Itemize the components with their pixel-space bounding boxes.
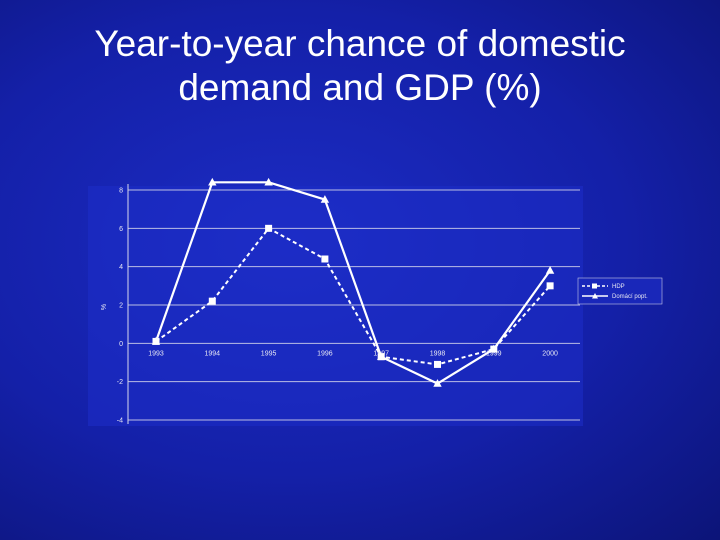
series-lines [151, 177, 555, 387]
data-point-triangle [264, 177, 273, 186]
x-tick-label: 1999 [486, 350, 502, 357]
data-point-triangle [320, 195, 330, 203]
data-point-triangle [151, 336, 161, 345]
legend-marker-triangle [592, 293, 598, 299]
legend-entry-2: Domácí popt. [612, 294, 648, 300]
x-tick-label: 2000 [542, 350, 558, 357]
x-tick-label: 1994 [205, 350, 221, 357]
data-point-triangle [208, 177, 217, 186]
data-point-triangle [545, 266, 555, 274]
y-tick-label: 0 [119, 341, 123, 348]
y-tick-label: 6 [119, 226, 123, 233]
series-line-1 [155, 227, 551, 366]
x-tick-label: 1995 [261, 350, 277, 357]
x-tick-label: 1996 [317, 350, 333, 357]
legend-entry-1: HDP [612, 284, 625, 290]
data-point-triangle [489, 344, 498, 353]
slide-title-line-1: Year-to-year chance of domestic [94, 23, 626, 64]
data-point-square [208, 297, 216, 305]
x-tick-label: 1993 [148, 350, 164, 357]
y-tick-label: 8 [119, 188, 123, 195]
data-point-square [434, 360, 441, 368]
y-axis-label: % [101, 304, 108, 310]
plot-area [88, 186, 583, 426]
data-point-square [546, 282, 554, 290]
data-point-square [265, 224, 273, 232]
legend: HDP Domácí popt. [577, 277, 663, 305]
legend-box [577, 277, 663, 305]
y-tick-label: -2 [117, 379, 123, 386]
data-point-square [321, 255, 329, 263]
data-point-triangle [377, 352, 386, 360]
data-point-triangle [433, 379, 442, 387]
grid-lines [88, 186, 583, 426]
slide-title-line-2: demand and GDP (%) [178, 67, 542, 108]
series-line-2 [154, 181, 551, 385]
y-tick-label: 4 [119, 264, 123, 271]
x-tick-label: 1998 [430, 350, 446, 357]
legend-marker-square [592, 283, 597, 289]
y-tick-label: -4 [117, 418, 123, 425]
slide-title: Year-to-year chance of domestic demand a… [0, 22, 720, 110]
y-tick-label: 2 [119, 303, 123, 310]
